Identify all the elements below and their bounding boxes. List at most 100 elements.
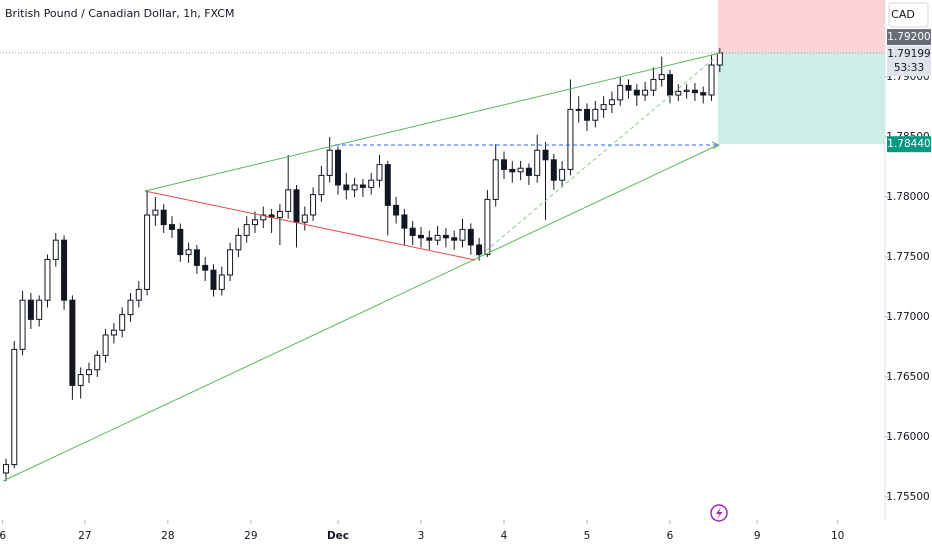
candle-body [119, 314, 126, 331]
x-tick-label: 6 [667, 530, 674, 542]
candle-body [193, 249, 200, 266]
candle-body [52, 239, 59, 260]
candle-body [351, 184, 358, 191]
candle-body [243, 224, 250, 236]
candle-body [335, 149, 341, 186]
candle-body [442, 234, 449, 239]
candle-body [343, 184, 350, 191]
candle-body [509, 168, 516, 173]
candle-body [708, 64, 715, 96]
candle-body [517, 167, 524, 173]
x-tick-label: 3 [418, 530, 425, 542]
candle-body [434, 234, 441, 241]
candle-body [85, 369, 92, 376]
candle-body [227, 249, 234, 276]
candle-body [384, 164, 391, 206]
candle-body [276, 210, 283, 218]
candle-body [77, 374, 84, 386]
candles [2, 48, 723, 482]
y-tick-label: 1.76500 [886, 371, 929, 383]
candle-body [359, 184, 366, 188]
axes: 1.75500 1.76000 1.76500 1.77000 1.77500 1.780… [0, 29, 931, 542]
y-tick-label: 1.76000 [886, 431, 929, 443]
countdown-label: 53:33 [894, 62, 924, 74]
candle-body [484, 198, 491, 256]
candle-body [426, 237, 433, 241]
candle-body [683, 89, 690, 92]
candle-body [542, 149, 549, 161]
candle-body [584, 108, 591, 121]
candle-body [716, 52, 723, 66]
candle-body [492, 159, 499, 200]
candle-body [318, 174, 325, 196]
candle-body [202, 264, 209, 271]
currency-button[interactable] [888, 2, 929, 28]
candle-body [592, 108, 599, 121]
candle-body [127, 299, 134, 316]
y-tick-label: 1.77500 [886, 251, 929, 263]
candle-body [310, 194, 317, 216]
candle-body [633, 89, 640, 96]
candle-body [185, 249, 192, 256]
candle-body [501, 159, 507, 170]
arrow-head [711, 141, 721, 150]
candle-body [700, 92, 707, 96]
candle-body [667, 74, 674, 96]
candle-body [467, 228, 474, 246]
candle-body [401, 214, 408, 229]
current-price-label: 1.79199 [887, 48, 930, 60]
x-tick-label: 28 [161, 530, 174, 542]
candle-body [617, 84, 624, 101]
candle-body [658, 74, 665, 80]
x-tick-label: Dec [327, 530, 349, 542]
y-tick-label: 1.78000 [886, 191, 929, 203]
x-tick-label: 6 [0, 530, 6, 542]
candle-body [625, 84, 632, 91]
candle-body [152, 209, 159, 216]
target-zone [718, 0, 885, 53]
candle-body [600, 104, 607, 110]
candle-body [285, 189, 292, 212]
target-price-label: 1.79200 [887, 31, 930, 43]
candle-body [110, 329, 117, 336]
stop-price-box [887, 136, 931, 153]
target-price-box [887, 29, 931, 46]
candle-body [293, 189, 300, 223]
lower-trendline [2, 144, 719, 482]
candle-body [476, 244, 483, 256]
candle-body [218, 274, 225, 290]
candle-body [534, 149, 541, 176]
candle-body [102, 334, 109, 356]
candle-body [69, 299, 76, 386]
candle-body [559, 168, 566, 181]
x-tick-label: 27 [78, 530, 91, 542]
candle-body [550, 159, 557, 181]
stop-price-label: 1.78440 [887, 138, 930, 150]
lightning-icon[interactable] [710, 504, 728, 522]
y-tick-label: 1.77000 [886, 311, 929, 323]
candle-body [301, 214, 308, 223]
candle-body [368, 179, 375, 188]
upper-trendline [144, 52, 721, 192]
stop-zone [718, 53, 885, 144]
candle-body [144, 214, 151, 290]
candle-body [210, 269, 217, 290]
candle-body [61, 239, 68, 301]
candle-body [675, 90, 682, 96]
candle-body [27, 299, 34, 320]
candle-body [567, 108, 574, 170]
candle-body [260, 214, 267, 221]
candle-body [642, 89, 649, 96]
candle-body [2, 464, 9, 474]
candle-body [691, 89, 698, 94]
candle-body [36, 299, 43, 320]
candle-body [409, 227, 416, 236]
candle-body [235, 234, 242, 251]
y-tick-label: 1.75500 [886, 491, 929, 503]
candle-body [168, 224, 175, 230]
candle-body [177, 228, 184, 256]
candle-body [608, 99, 615, 106]
candle-body [19, 299, 26, 350]
candle-body [252, 219, 258, 226]
